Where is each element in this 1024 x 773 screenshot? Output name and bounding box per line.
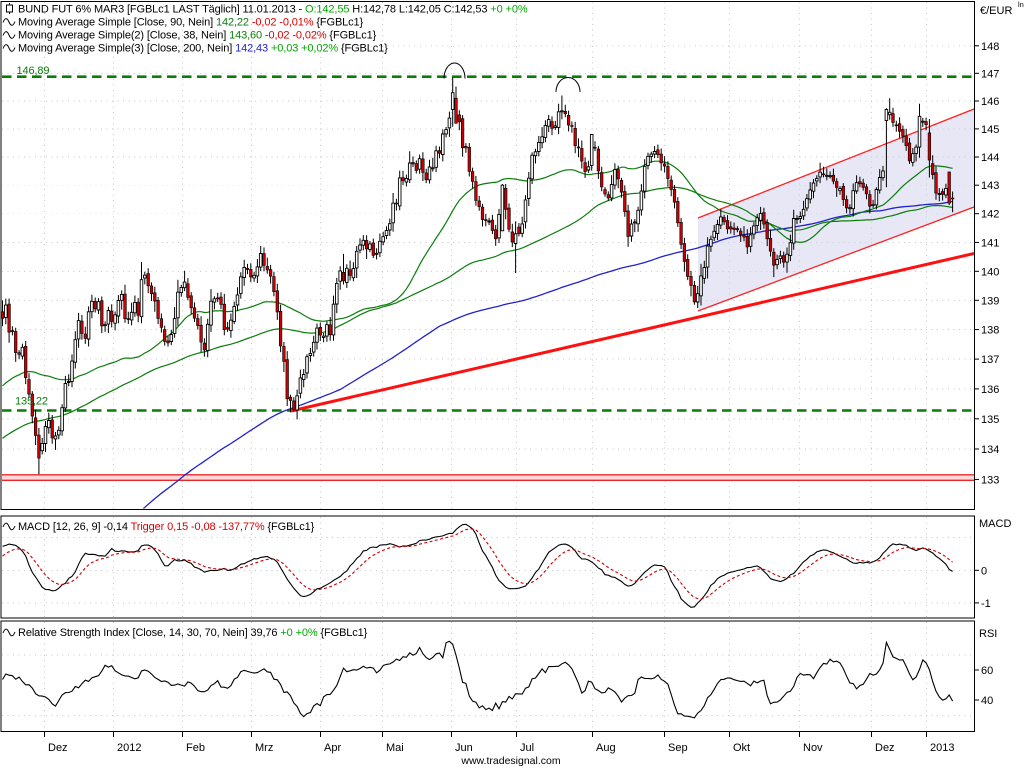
- svg-text:139: 139: [981, 295, 999, 307]
- svg-text:142: 142: [981, 209, 999, 221]
- svg-text:Sep: Sep: [668, 742, 688, 754]
- svg-text:Moving Average Simple(3) [Clos: Moving Average Simple(3) [Close, 200, Ne…: [18, 43, 388, 55]
- svg-text:Feb: Feb: [186, 742, 205, 754]
- svg-text:137: 137: [981, 354, 999, 366]
- svg-text:Mrz: Mrz: [255, 742, 273, 754]
- svg-text:144: 144: [981, 152, 999, 164]
- svg-text:133: 133: [981, 474, 999, 486]
- svg-text:145: 145: [981, 124, 999, 136]
- svg-text:146: 146: [981, 96, 999, 108]
- svg-text:Nov: Nov: [803, 742, 823, 754]
- svg-text:2012: 2012: [117, 742, 141, 754]
- svg-text:134: 134: [981, 444, 999, 456]
- svg-text:135: 135: [981, 414, 999, 426]
- svg-text:BUND FUT 6% MAR3 [FGBLc1 LAST: BUND FUT 6% MAR3 [FGBLc1 LAST Täglich] 1…: [18, 4, 528, 16]
- svg-text:Moving Average Simple(2) [Clos: Moving Average Simple(2) [Close, 38, Nei…: [18, 30, 377, 42]
- svg-text:Okt: Okt: [733, 742, 750, 754]
- svg-text:Apr: Apr: [324, 742, 341, 754]
- svg-text:Mai: Mai: [386, 742, 404, 754]
- svg-text:RSI: RSI: [979, 628, 997, 640]
- svg-text:138: 138: [981, 325, 999, 337]
- svg-text:2013: 2013: [930, 742, 954, 754]
- svg-text:40: 40: [981, 695, 993, 707]
- svg-text:Jun: Jun: [455, 742, 473, 754]
- svg-text:148: 148: [981, 41, 999, 53]
- svg-text:Dez: Dez: [875, 742, 895, 754]
- svg-text:ln: ln: [1018, 0, 1024, 9]
- svg-text:-1: -1: [981, 598, 991, 610]
- svg-text:www.tradesignal.com: www.tradesignal.com: [460, 755, 560, 767]
- svg-text:Moving Average Simple [Close,: Moving Average Simple [Close, 90, Nein] …: [18, 17, 364, 29]
- svg-text:140: 140: [981, 266, 999, 278]
- svg-text:146,89: 146,89: [17, 65, 50, 77]
- svg-text:€/EUR: €/EUR: [980, 5, 1012, 17]
- svg-text:147: 147: [981, 68, 999, 80]
- svg-text:Jul: Jul: [520, 742, 534, 754]
- svg-text:0: 0: [981, 565, 987, 577]
- svg-text:Dez: Dez: [48, 742, 68, 754]
- svg-text:MACD: MACD: [979, 518, 1011, 530]
- svg-text:136: 136: [981, 384, 999, 396]
- svg-text:Relative Strength Index [Close: Relative Strength Index [Close, 14, 30, …: [18, 627, 368, 639]
- svg-text:Aug: Aug: [596, 742, 616, 754]
- svg-text:141: 141: [981, 237, 999, 249]
- svg-text:60: 60: [981, 665, 993, 677]
- svg-text:135,22: 135,22: [15, 396, 48, 408]
- svg-text:MACD [12, 26, 9] -0,14 Trigger: MACD [12, 26, 9] -0,14 Trigger 0,15 -0,0…: [18, 521, 315, 533]
- svg-text:143: 143: [981, 180, 999, 192]
